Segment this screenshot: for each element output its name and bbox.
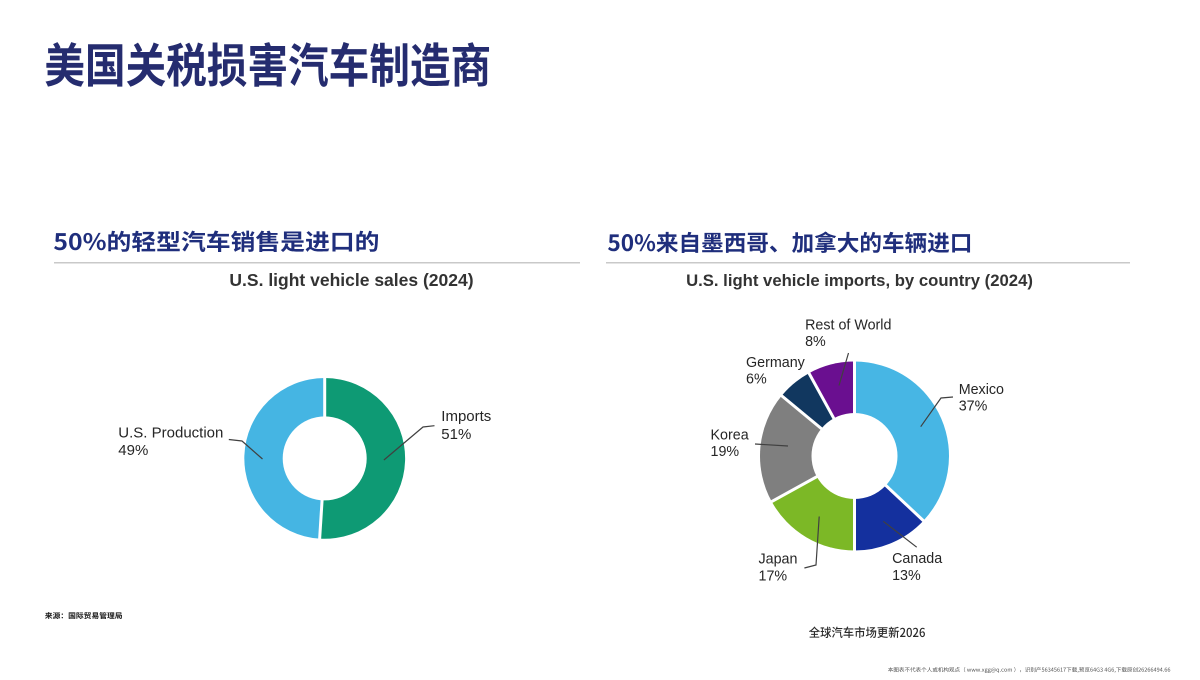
svg-text:U.S. light vehicle imports, by: U.S. light vehicle imports, by country (… (686, 271, 1033, 290)
svg-text:Japan: Japan (759, 551, 798, 567)
svg-text:Mexico: Mexico (959, 382, 1004, 398)
svg-text:37%: 37% (959, 399, 988, 415)
svg-text:19%: 19% (711, 444, 740, 460)
svg-text:17%: 17% (759, 568, 788, 584)
svg-text:51%: 51% (441, 426, 471, 443)
svg-text:Imports: Imports (441, 408, 491, 425)
svg-text:Rest of World: Rest of World (805, 318, 891, 334)
svg-text:U.S. light vehicle sales (2024: U.S. light vehicle sales (2024) (229, 270, 473, 290)
svg-text:49%: 49% (118, 442, 148, 459)
svg-text:13%: 13% (892, 568, 921, 584)
svg-text:Canada: Canada (892, 551, 942, 567)
svg-text:6%: 6% (746, 372, 767, 388)
svg-text:Germany: Germany (746, 355, 806, 371)
svg-text:Korea: Korea (711, 428, 749, 444)
svg-text:8%: 8% (805, 334, 826, 350)
svg-text:U.S. Production: U.S. Production (118, 425, 223, 442)
